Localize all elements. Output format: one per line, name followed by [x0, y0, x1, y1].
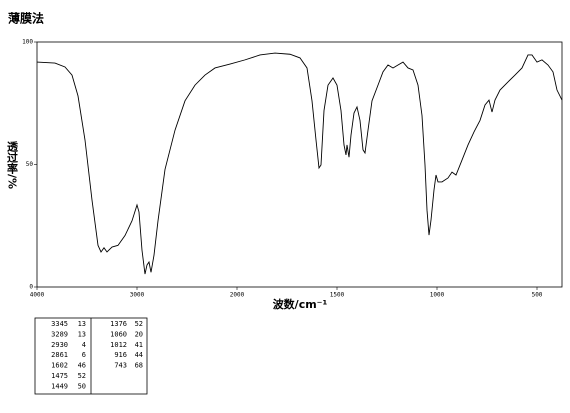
table-cell: 13: [78, 320, 86, 328]
table-cell: 2861: [51, 351, 68, 359]
chart-title: 薄膜法: [8, 11, 44, 26]
x-tick-label: 500: [532, 292, 543, 299]
table-cell: 52: [135, 320, 143, 328]
table-cell: 6: [82, 351, 86, 359]
y-axis-label: 透过率/%: [6, 141, 19, 189]
table-cell: 52: [78, 372, 86, 380]
x-axis-label: 波数/cm⁻¹: [273, 297, 328, 311]
table-cell: 3345: [51, 320, 68, 328]
plot-frame: [36, 41, 563, 288]
table-cell: 1449: [51, 382, 68, 390]
x-tick-label: 2000: [230, 292, 245, 299]
table-cell: 50: [78, 382, 86, 390]
table-cell: 743: [114, 362, 127, 370]
table-cell: 4: [82, 341, 86, 349]
table-cell: 916: [114, 351, 127, 359]
spectrum-line: [36, 52, 563, 275]
x-tick-label: 4000: [30, 292, 45, 299]
table-cell: 1376: [110, 320, 127, 328]
table-cell: 1475: [51, 372, 68, 380]
y-tick-label: 50: [26, 161, 34, 168]
y-tick-label: 100: [22, 39, 33, 46]
table-cell: 41: [135, 341, 143, 349]
table-cell: 68: [135, 362, 143, 370]
table-cell: 1602: [51, 362, 68, 370]
table-cell: 1012: [110, 341, 127, 349]
table-cell: 2930: [51, 341, 68, 349]
x-tick-label: 3000: [130, 292, 145, 299]
x-tick-label: 1000: [430, 292, 445, 299]
table-cell: 46: [78, 362, 86, 370]
table-cell: 1060: [110, 330, 127, 338]
table-cell: 20: [135, 330, 143, 338]
y-tick-label: 0: [29, 284, 33, 291]
x-tick-label: 1500: [330, 292, 345, 299]
table-cell: 3289: [51, 330, 68, 338]
table-cell: 13: [78, 330, 86, 338]
table-cell: 44: [135, 351, 143, 359]
